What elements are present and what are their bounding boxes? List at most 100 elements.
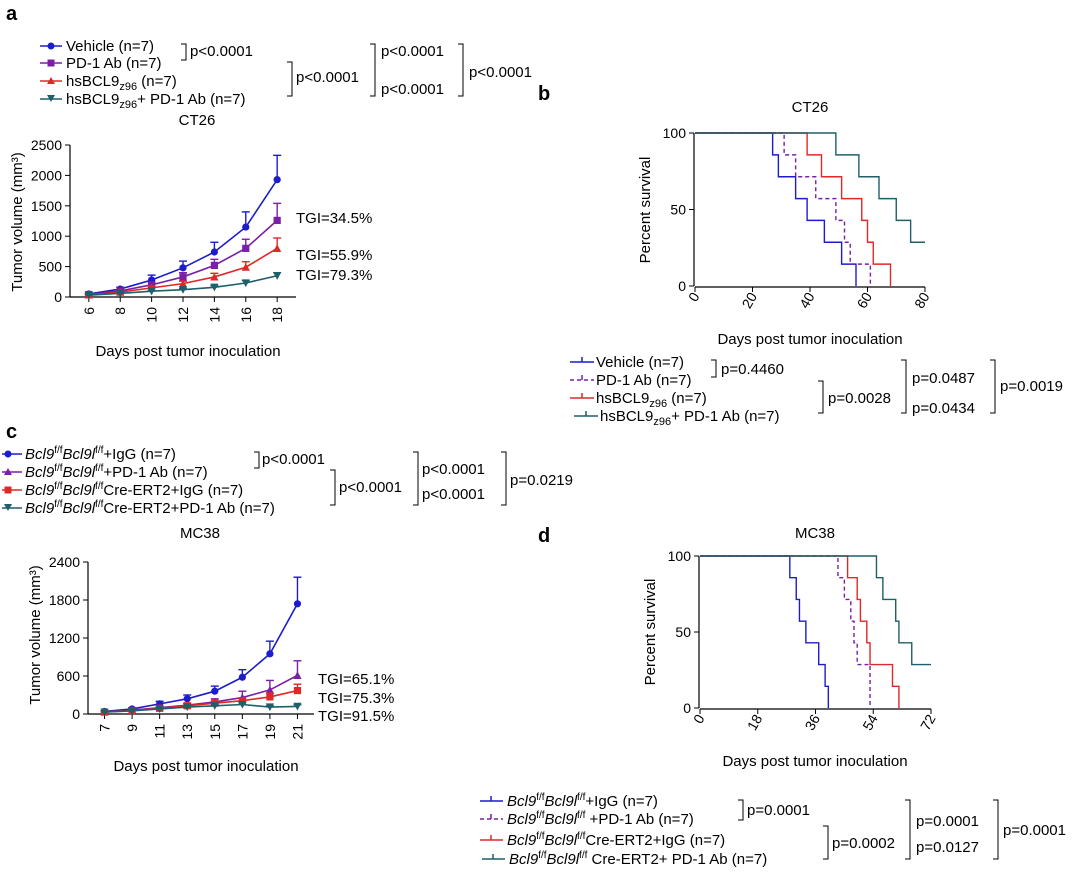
plot-a-ytick-label-1: 500 <box>39 259 63 275</box>
pvalue-b-3: p=0.0487 <box>912 370 975 387</box>
plot-c-series-3-point-6 <box>265 703 275 712</box>
plot-a-xtick-label-0: 6 <box>81 307 97 315</box>
pvalue-c-5: p=0.0219 <box>510 472 573 489</box>
plot-c-series-0-point-7 <box>293 600 302 608</box>
plot-b-ytick-label-1: 50 <box>670 202 686 218</box>
pvalue-a-1: p<0.0001 <box>190 43 253 60</box>
plot-c-series-3-point-2 <box>155 705 164 714</box>
plot-a-xtick-label-5: 16 <box>238 307 254 323</box>
plot-c-series-3-point-1 <box>127 707 137 715</box>
plot-d-xtick-label-4: 72 <box>917 711 939 733</box>
plot-c-series-3-point-7 <box>293 702 302 711</box>
plot-d-xtick-label-1: 18 <box>744 711 766 733</box>
pvalue-c-4: p<0.0001 <box>422 486 485 503</box>
legend-a-item-2: PD-1 Ab (n=7) <box>40 55 161 72</box>
pvalue-c-1: p<0.0001 <box>262 451 325 468</box>
plot-c-xtick-label-5: 17 <box>234 724 250 740</box>
legend-b-label-2: PD-1 Ab (n=7) <box>596 372 691 389</box>
plot-c-ytick-label-0: 0 <box>72 706 80 722</box>
legend-a: Vehicle (n=7) PD-1 Ab (n=7) hsBCL9z96 (n… <box>40 38 246 111</box>
plot-c-series-2-point-7 <box>293 686 302 695</box>
plot-c-series-3-point-3 <box>183 703 192 712</box>
plot-d: 0 50 100 0 18 36 54 72 <box>668 548 939 733</box>
plot-c-ytick-label-2: 1200 <box>49 630 80 646</box>
legend-a-label-1: Vehicle (n=7) <box>66 38 154 55</box>
plot-d-xtick-label-2: 36 <box>801 711 823 733</box>
legend-b-item-3: hsBCL9z96 (n=7) <box>570 390 707 410</box>
plot-c-series-0-point-6 <box>266 650 274 658</box>
plot-c-xtick-label-1: 9 <box>124 724 140 732</box>
plot-a-series-1-point-5 <box>242 244 250 252</box>
tgi-a-3: TGI=79.3% <box>296 267 372 284</box>
plot-d-ytick-label-0: 0 <box>683 700 691 716</box>
pvalue-brackets-d: p=0.0001 p=0.0002 p=0.0001 p=0.0127 p=0.… <box>738 799 1066 860</box>
plot-a-ytick-label-0: 0 <box>54 289 62 305</box>
legend-d-item-3: Bcl9f/fBcl9lf/fCre-ERT2+IgG (n=7) <box>480 831 725 849</box>
pvalue-brackets-c: p<0.0001 p<0.0001 p<0.0001 p<0.0001 p=0.… <box>254 451 573 506</box>
pvalue-d-1: p=0.0001 <box>747 802 810 819</box>
chart-b-title: CT26 <box>792 99 829 116</box>
plot-c-ytick-label-3: 1800 <box>49 592 80 608</box>
plot-d-series-3-curve <box>700 555 931 666</box>
pvalue-b-5: p=0.0019 <box>1000 378 1063 395</box>
tgi-a-1: TGI=34.5% <box>296 210 372 227</box>
plot-a: 0 500 1000 1500 2000 2500 6 8 10 12 14 16 18 <box>31 137 296 323</box>
tgi-c-1: TGI=65.1% <box>318 671 394 688</box>
pvalue-d-5: p=0.0001 <box>1003 822 1066 839</box>
plot-a-series-0-point-6 <box>273 176 281 184</box>
legend-b-item-4: hsBCL9z96+ PD-1 Ab (n=7) <box>574 408 780 428</box>
plot-a-ytick-label-5: 2500 <box>31 137 62 153</box>
legend-d-item-1: Bcl9f/fBcl9lf/f+IgG (n=7) <box>480 792 658 810</box>
legend-a-label-3: hsBCL9z96 (n=7) <box>66 73 177 93</box>
pvalue-b-1: p=0.4460 <box>721 361 784 378</box>
plot-a-xtick-label-4: 14 <box>206 307 222 323</box>
panel-label-d: d <box>538 525 550 547</box>
plot-a-series-1-point-3 <box>179 273 187 281</box>
plot-b-ytick-label-0: 0 <box>678 278 686 294</box>
legend-c-item-3: Bcl9f/fBcl9lf/fCre-ERT2+IgG (n=7) <box>2 481 243 499</box>
legend-b-label-1: Vehicle (n=7) <box>596 354 684 371</box>
tgi-c-3: TGI=91.5% <box>318 708 394 725</box>
plot-c-series-2-point-6 <box>266 693 274 701</box>
legend-d-label-1: Bcl9f/fBcl9lf/f+IgG (n=7) <box>507 792 658 810</box>
legend-c-item-1: Bcl9f/fBcl9lf/f+IgG (n=7) <box>2 445 176 463</box>
tgi-a-2: TGI=55.9% <box>296 247 372 264</box>
plot-b-xtick-label-4: 80 <box>911 289 933 311</box>
legend-d-item-2: Bcl9f/fBcl9lf/f +PD-1 Ab (n=7) <box>480 810 694 828</box>
plot-a-series-3-point-2 <box>147 287 156 296</box>
chart-a-xlabel: Days post tumor inoculation <box>95 343 280 360</box>
pvalue-a-4: p<0.0001 <box>381 81 444 98</box>
legend-b: Vehicle (n=7) PD-1 Ab (n=7) hsBCL9z96 (n… <box>570 354 780 428</box>
plot-b-series-1-curve <box>695 132 872 286</box>
pvalue-brackets-b: p=0.4460 p=0.0028 p=0.0487 p=0.0434 p=0.… <box>711 359 1063 417</box>
pvalue-a-2: p<0.0001 <box>296 69 359 86</box>
plot-a-series-0-point-5 <box>242 223 250 231</box>
chart-d-ylabel: Percent survival <box>642 579 659 686</box>
legend-d: Bcl9f/fBcl9lf/f+IgG (n=7) Bcl9f/fBcl9lf/… <box>480 792 767 868</box>
plot-c-xtick-label-4: 15 <box>207 724 223 740</box>
plot-c: 0 600 1200 1800 2400 7 9 11 13 15 17 19 21 <box>49 554 314 740</box>
legend-b-item-2: PD-1 Ab (n=7) <box>570 372 691 389</box>
plot-a-series-3-point-3 <box>178 286 188 294</box>
legend-d-label-4: Bcl9f/fBcl9lf/f Cre-ERT2+ PD-1 Ab (n=7) <box>509 850 767 868</box>
pvalue-c-3: p<0.0001 <box>422 461 485 478</box>
plot-c-series-0-point-5 <box>238 673 246 681</box>
plot-c-xtick-label-6: 19 <box>262 724 278 740</box>
plot-a-series-2-point-6 <box>273 244 282 252</box>
legend-a-item-4: hsBCL9z96+ PD-1 Ab (n=7) <box>40 91 246 111</box>
plot-a-series-0-point-3 <box>179 264 187 272</box>
pvalue-brackets-a: p<0.0001 p<0.0001 p<0.0001 p<0.0001 p<0.… <box>181 43 532 98</box>
plot-a-xtick-label-6: 18 <box>269 307 285 323</box>
plot-a-ytick-label-3: 1500 <box>31 198 62 214</box>
pvalue-d-4: p=0.0127 <box>916 839 979 856</box>
plot-c-series-0-line <box>104 603 299 713</box>
plot-c-xtick-label-7: 21 <box>289 724 305 740</box>
legend-a-label-4: hsBCL9z96+ PD-1 Ab (n=7) <box>66 91 246 111</box>
plot-a-series-2-point-5 <box>241 263 250 271</box>
plot-a-series-3-point-6 <box>273 272 282 280</box>
legend-b-label-3: hsBCL9z96 (n=7) <box>596 390 707 410</box>
legend-c-item-2: Bcl9f/fBcl9lf/f+PD-1 Ab (n=7) <box>2 463 208 481</box>
legend-c-label-2: Bcl9f/fBcl9lf/f+PD-1 Ab (n=7) <box>25 463 208 481</box>
plot-c-series-3-point-4 <box>210 702 219 710</box>
